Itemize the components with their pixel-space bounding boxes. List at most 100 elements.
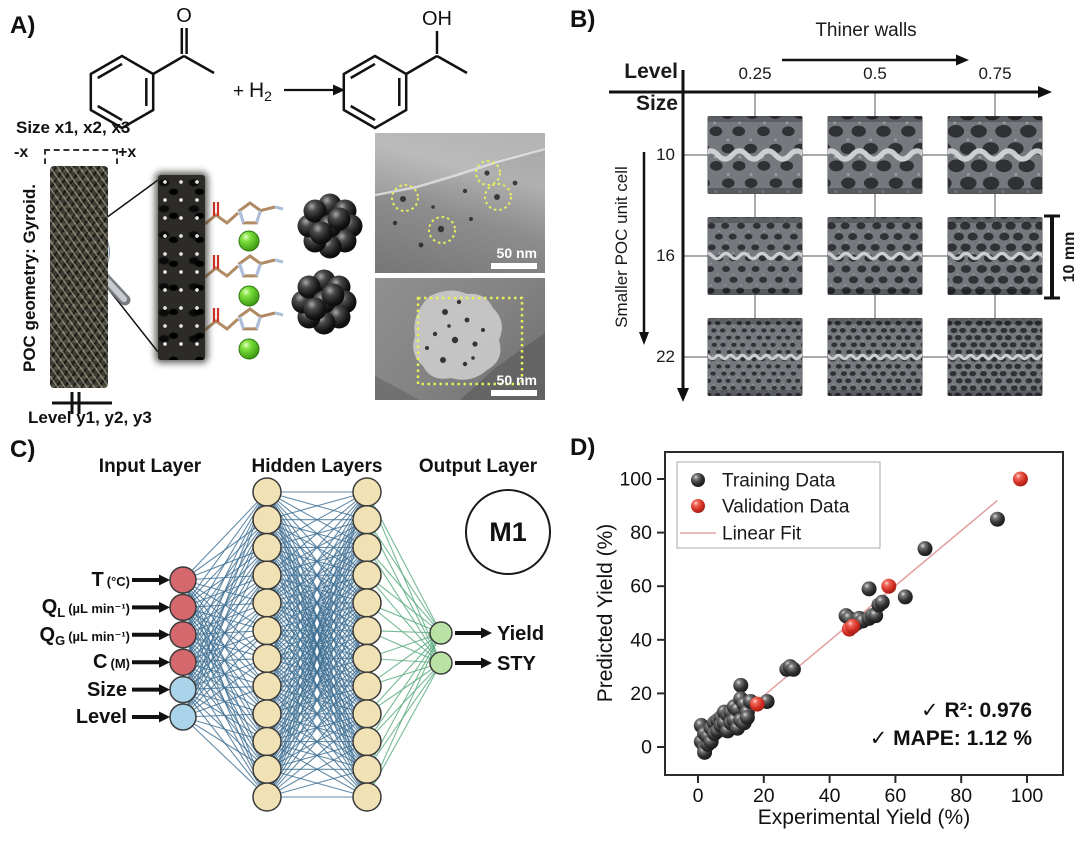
input-label-Level: Level [75,706,127,728]
parity-plot: 0 20 40 60 80 100 0 20 40 60 80 100 Experimental Yie… [594,451,1064,829]
panel-d: 0 20 40 60 80 100 0 20 40 60 80 100 Experimental Yie… [560,410,1080,843]
y-tick-label: 20 [630,683,652,705]
tem-image-bottom: 50 nm [375,278,545,400]
tem-particle-specks [425,299,485,367]
output-arrowhead [481,627,492,639]
scatter-point-training [897,589,913,605]
x-tick-label: 80 [950,785,972,807]
series-validation [749,471,1028,712]
nn-hidden-node [352,699,382,729]
phenylethanol-structure [342,31,468,130]
model-badge: M1 [465,489,551,575]
scatter-point-training [733,677,749,693]
anion-sphere [238,230,260,252]
tem-scale-bar-bottom [491,390,537,396]
legend-label: Training Data [722,471,836,492]
scatter-point-training [861,581,877,597]
scatter-point-training [874,594,890,610]
nn-hidden-node [352,504,382,535]
metric-annotation: ✓ R²: 0.976 [921,699,1032,722]
y-tick-label: 60 [630,576,652,598]
size-annotation: Size x1, x2, x3 [16,118,131,137]
smaller-unit-cell-arrowhead [639,332,649,345]
y-tick-label: 0 [641,737,652,759]
reaction-arrow [284,84,345,96]
metric-annotation: ✓ MAPE: 1.12 % [870,727,1033,750]
y-tick-label: 100 [619,469,652,491]
nn-hidden-node [252,699,282,729]
scatter-point-training [917,541,933,557]
nn-hidden-node [252,643,282,674]
legend: Training Data Validation Data Linear Fit [676,461,881,549]
b-row-label: 10 [656,145,675,164]
gyroid-cell-22-0.25 [707,318,803,396]
input-arrowhead [159,684,170,696]
gyroid-cell-16-0.75 [947,217,1043,295]
x-tick-label: 20 [753,785,775,807]
scatter-point-validation [1012,471,1028,487]
nanoparticle-cluster [291,269,357,335]
thinner-walls-arrowhead [956,54,969,66]
tem-highlight-square [416,296,524,386]
legend-marker-training [691,473,705,487]
gyroid-cell-16-0.5 [827,217,923,295]
nn-hidden-node [252,726,282,757]
nn-hidden-node [352,726,382,757]
output-arrowhead [481,657,492,669]
b-col-label: 0.25 [738,64,772,83]
nn-hidden-node [352,532,382,563]
b-row-label: 22 [656,347,675,366]
input-label-QG: QG (µL min⁻¹) [39,624,130,649]
input-label-Size: Size [86,679,127,701]
input-label-T: T (°C) [91,569,130,591]
panel-c-label: C) [10,436,36,463]
scatter-point-validation [749,696,765,712]
nn-hidden-node [352,671,382,701]
scatter-point-validation [881,578,897,594]
gyroid-cell-22-0.5 [827,318,923,396]
hidden-layers-header: Hidden Layers [251,456,383,477]
plus-sign: + [233,81,244,102]
poc-geometry-annotation: POC geometry: Gyroid. [20,184,39,372]
nn-hidden-node [352,560,382,590]
y-tick-label: 80 [630,522,652,544]
panel-b: B) Thiner walls Level Size 0.25 0.5 0.75… [560,0,1080,410]
h2-label: H2 [249,79,272,104]
x-tick-label: 100 [1011,785,1044,807]
y-axis-title: Predicted Yield (%) [594,524,617,703]
gyroid-cell-10-0.75 [947,116,1043,194]
tem-highlight-circles [391,160,512,244]
anion-sphere [238,338,260,360]
surface-molecule [203,200,285,226]
nn-hidden-node [252,671,282,701]
nn-hidden-node [252,588,282,618]
carbonyl-o-label: O [176,5,192,27]
nn-hidden-node [352,615,382,646]
x-tick-label: 0 [693,785,704,807]
surface-molecule [203,306,285,332]
b-x-axis-title: Level [624,60,678,83]
nn-hidden-node [252,782,282,812]
scatter-point-training [739,710,755,726]
gyroid-column-image [50,166,108,388]
zoom-connector-top [105,179,159,219]
scatter-point-training [785,661,801,677]
neural-network-diagram: Yield STY [132,477,544,812]
input-layer-header: Input Layer [98,456,202,477]
nn-hidden-node [252,532,282,563]
nn-hidden-node [352,782,382,812]
panel-b-grid [609,54,1060,402]
wall-zoom-image [158,175,205,360]
nn-hidden-node [352,643,382,674]
nn-input-node [169,648,197,676]
legend-marker-validation [691,499,705,513]
b-row-label: 16 [656,246,675,265]
output-label: STY [497,653,537,675]
x-tick-label: 40 [819,785,841,807]
input-arrowhead [159,601,170,613]
nn-hidden-node [252,504,282,535]
output-label: Yield [497,623,544,645]
b-y-axis-title: Size [635,92,678,115]
b-axes [609,70,1052,402]
input-arrowhead [159,574,170,586]
